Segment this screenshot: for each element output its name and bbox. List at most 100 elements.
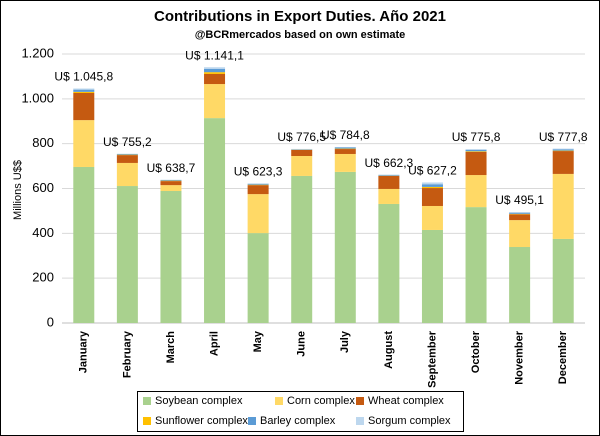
bar-segment xyxy=(291,155,313,176)
bar-segment xyxy=(465,151,487,152)
bar-segment xyxy=(116,186,138,323)
y-axis-label: Millions U$$ xyxy=(12,160,24,220)
y-tick-label: 1.200 xyxy=(21,45,54,60)
bar-segment xyxy=(509,247,531,323)
bar-segment xyxy=(204,73,226,85)
total-label: U$ 1.045,8 xyxy=(54,70,113,84)
total-label: U$ 784,8 xyxy=(321,128,370,142)
y-tick-label: 0 xyxy=(47,314,54,329)
bar-segment xyxy=(247,183,269,185)
bar-segment xyxy=(73,91,95,94)
chart-title: Contributions in Export Duties. Año 2021 xyxy=(154,8,446,25)
bar-segment xyxy=(73,93,95,121)
bar-segment xyxy=(378,203,400,323)
bar-segment xyxy=(509,212,531,213)
y-tick-label: 200 xyxy=(32,270,54,285)
total-label: U$ 755,2 xyxy=(103,135,152,149)
bar-segment xyxy=(509,220,531,248)
bar-segment xyxy=(291,175,313,323)
bar-segment xyxy=(73,166,95,323)
legend-swatch xyxy=(248,417,256,425)
chart-subtitle: @BCRmercados based on own estimate xyxy=(195,29,406,41)
bar-segment xyxy=(204,68,226,73)
bar-segment xyxy=(116,155,138,163)
x-tick-label: April xyxy=(208,331,220,356)
total-label: U$ 495,1 xyxy=(495,193,544,207)
y-tick-label: 1.000 xyxy=(21,90,54,105)
bar-segment xyxy=(73,89,95,92)
bar-segment xyxy=(204,84,226,119)
bar-segment xyxy=(465,149,487,150)
legend-label: Wheat complex xyxy=(368,395,444,407)
bar-segment xyxy=(160,185,182,191)
legend-swatch xyxy=(275,397,283,405)
legend-swatch xyxy=(143,397,151,405)
bar-segment xyxy=(378,175,400,176)
bar-segment xyxy=(552,148,574,150)
total-label: U$ 662,3 xyxy=(365,156,414,170)
x-tick-label: August xyxy=(383,331,395,369)
bar-segment xyxy=(334,149,356,154)
legend-box xyxy=(137,391,464,432)
bar-segment xyxy=(247,233,269,323)
legend-swatch xyxy=(356,397,364,405)
x-tick-label: September xyxy=(426,330,438,388)
bar-segment xyxy=(334,153,356,172)
x-tick-label: May xyxy=(252,330,264,352)
bar-segment xyxy=(552,149,574,151)
bar-segment xyxy=(247,194,269,234)
legend-label: Soybean complex xyxy=(155,395,243,407)
bar-segment xyxy=(334,147,356,149)
bar-segment xyxy=(421,184,443,187)
bar-segment xyxy=(465,175,487,208)
x-tick-label: October xyxy=(470,330,482,373)
total-label: U$ 777,8 xyxy=(539,130,588,144)
bar-segment xyxy=(378,175,400,189)
bar-segment xyxy=(465,151,487,176)
bar-segment xyxy=(116,162,138,187)
bar-segment xyxy=(421,188,443,206)
legend-swatch xyxy=(356,417,364,425)
bar-segment xyxy=(552,173,574,239)
bar-segment xyxy=(552,151,574,174)
y-tick-label: 400 xyxy=(32,225,54,240)
bar-segment xyxy=(421,186,443,189)
total-label: U$ 776,5 xyxy=(277,130,326,144)
bar-segment xyxy=(509,214,531,221)
bar-segment xyxy=(204,67,226,69)
bar-segment xyxy=(421,182,443,185)
x-tick-label: February xyxy=(121,330,133,378)
bar-segment xyxy=(160,181,182,186)
bar-segment xyxy=(204,72,226,74)
y-tick-label: 800 xyxy=(32,135,54,150)
x-tick-label: July xyxy=(339,330,351,353)
y-tick-label: 600 xyxy=(32,180,54,195)
bar-segment xyxy=(73,120,95,167)
x-tick-label: December xyxy=(557,330,569,384)
legend-label: Barley complex xyxy=(260,415,336,427)
bar-segment xyxy=(421,205,443,230)
legend-swatch xyxy=(143,417,151,425)
total-label: U$ 638,7 xyxy=(147,161,196,175)
total-label: U$ 1.141,1 xyxy=(185,48,244,62)
legend-label: Sorgum complex xyxy=(368,415,451,427)
total-label: U$ 623,3 xyxy=(234,165,283,179)
bar-segment xyxy=(334,171,356,323)
bar-segment xyxy=(378,188,400,204)
legend-label: Sunflower complex xyxy=(155,415,248,427)
bar-segment xyxy=(73,88,95,90)
legend-label: Corn complex xyxy=(287,395,355,407)
bar-segment xyxy=(465,149,487,152)
bar-segment xyxy=(160,190,182,323)
bar-segment xyxy=(291,149,313,156)
x-tick-label: November xyxy=(514,330,526,385)
bar-segment xyxy=(509,212,531,214)
bar-segment xyxy=(160,179,182,181)
total-label: U$ 627,2 xyxy=(408,164,457,178)
x-tick-label: January xyxy=(78,330,90,373)
x-tick-label: June xyxy=(296,331,308,357)
bar-segment xyxy=(204,118,226,323)
bar-segment xyxy=(247,185,269,195)
total-label: U$ 775,8 xyxy=(452,130,501,144)
